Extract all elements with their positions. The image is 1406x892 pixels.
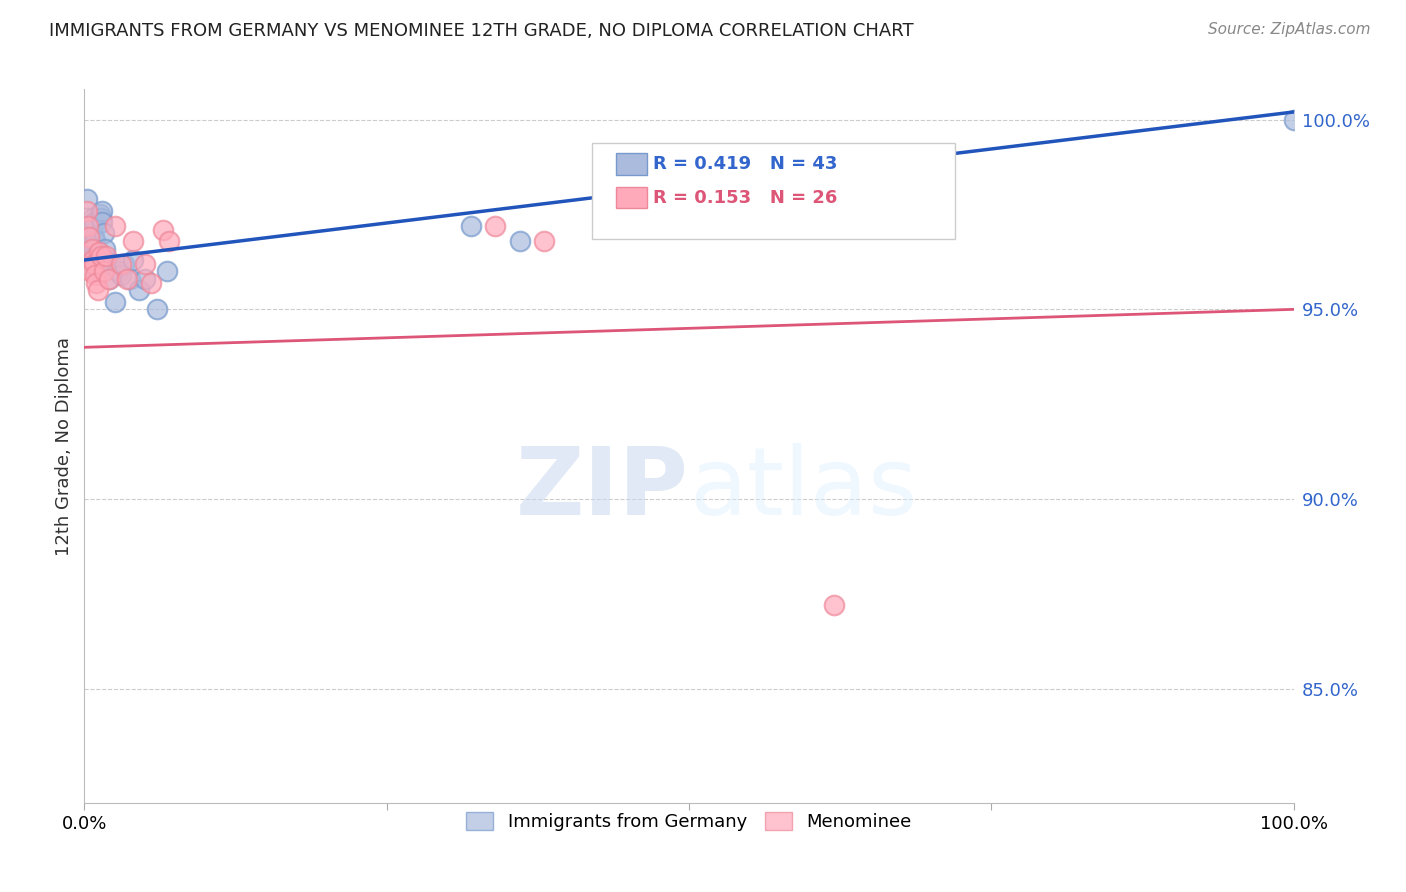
Point [533, 234, 555, 248]
Point [79, 234, 101, 248]
Point [509, 234, 531, 248]
Point [77, 234, 100, 248]
Point [77, 227, 100, 241]
Point [87, 257, 110, 271]
Point [115, 272, 138, 286]
Point [83, 215, 105, 229]
Point [91, 203, 114, 218]
Point [79, 264, 101, 278]
Point [104, 219, 127, 233]
Point [484, 219, 506, 233]
Point [84, 249, 107, 263]
Point [86, 264, 108, 278]
Point [82, 252, 104, 267]
Point [77, 230, 100, 244]
Point [76, 192, 98, 206]
Point [91, 215, 114, 229]
Point [86, 264, 108, 278]
Point [83, 242, 105, 256]
Text: R = 0.153   N = 26: R = 0.153 N = 26 [652, 189, 837, 207]
Point [93, 227, 115, 241]
Point [94, 252, 117, 267]
Point [121, 252, 143, 267]
Point [84, 268, 107, 283]
Point [134, 257, 156, 271]
Point [87, 245, 110, 260]
Point [77, 222, 100, 236]
Point [94, 242, 117, 256]
Point [83, 257, 105, 271]
Point [97, 272, 120, 286]
Point [80, 252, 103, 267]
Point [80, 245, 103, 260]
FancyBboxPatch shape [592, 143, 955, 239]
Point [128, 284, 150, 298]
Y-axis label: 12th Grade, No Diploma: 12th Grade, No Diploma [55, 336, 73, 556]
Point [157, 234, 180, 248]
Text: ZIP: ZIP [516, 442, 689, 535]
Point [82, 211, 104, 226]
Point [79, 242, 101, 256]
Point [823, 599, 845, 613]
Point [76, 203, 98, 218]
Point [84, 234, 107, 248]
Point [87, 245, 110, 260]
Point [155, 264, 177, 278]
Point [77, 230, 100, 244]
Point [94, 249, 117, 263]
Point [86, 252, 108, 267]
Text: atlas: atlas [689, 442, 917, 535]
Point [134, 272, 156, 286]
Legend: Immigrants from Germany, Menominee: Immigrants from Germany, Menominee [457, 803, 921, 840]
Point [100, 257, 122, 271]
Point [90, 211, 112, 226]
Point [121, 234, 143, 248]
Point [110, 257, 132, 271]
Point [93, 264, 115, 278]
Point [97, 272, 120, 286]
Point [1282, 112, 1305, 127]
Point [152, 222, 174, 236]
Bar [616, 153, 647, 175]
Point [77, 219, 100, 233]
Point [80, 242, 103, 256]
Point [86, 276, 108, 290]
Point [82, 219, 104, 233]
Point [460, 219, 482, 233]
Point [110, 268, 132, 283]
Point [112, 257, 135, 271]
Point [107, 264, 129, 278]
Point [90, 249, 112, 263]
Point [146, 302, 169, 317]
Point [104, 294, 127, 309]
Text: IMMIGRANTS FROM GERMANY VS MENOMINEE 12TH GRADE, NO DIPLOMA CORRELATION CHART: IMMIGRANTS FROM GERMANY VS MENOMINEE 12T… [49, 22, 914, 40]
Text: R = 0.419   N = 43: R = 0.419 N = 43 [652, 155, 837, 173]
Point [139, 276, 162, 290]
Point [89, 207, 111, 221]
Point [120, 272, 142, 286]
Bar [616, 187, 647, 209]
Point [83, 230, 105, 244]
Text: Source: ZipAtlas.com: Source: ZipAtlas.com [1208, 22, 1371, 37]
Point [86, 284, 108, 298]
